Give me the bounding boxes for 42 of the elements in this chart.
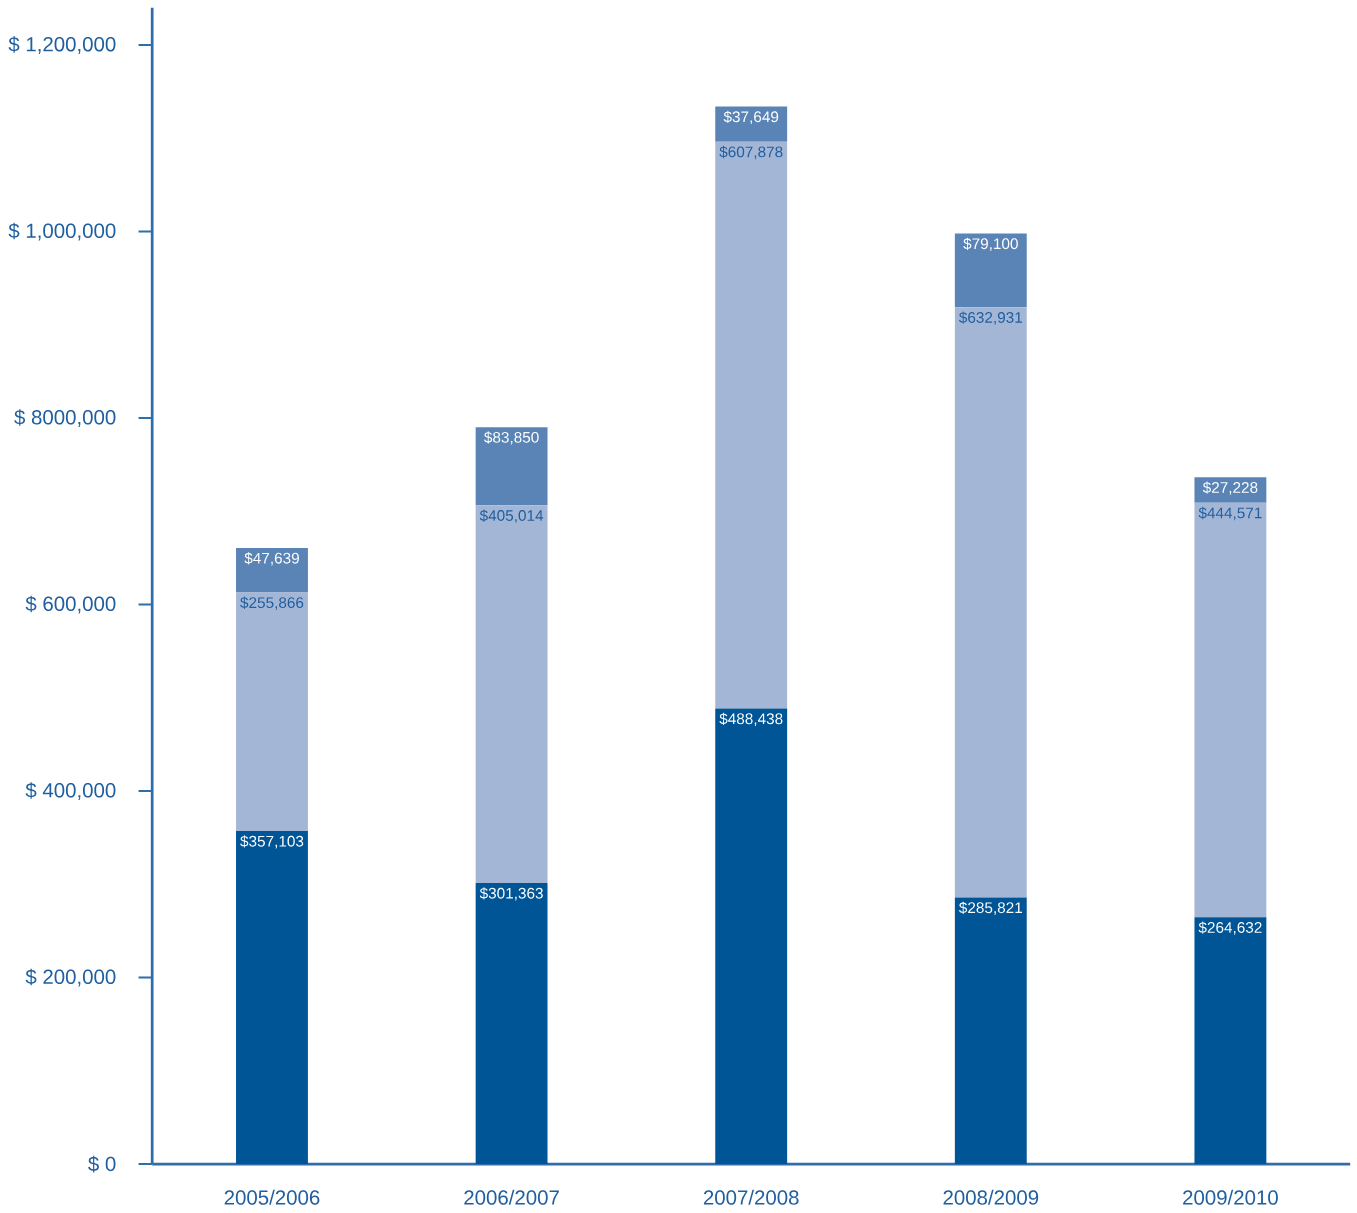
data-label: $632,931 bbox=[958, 311, 1023, 325]
data-label: $264,632 bbox=[1198, 921, 1262, 935]
bar bbox=[236, 831, 308, 1165]
bar bbox=[475, 427, 548, 506]
x-tick-label: 2007/2008 bbox=[703, 1189, 799, 1206]
data-label: $357,103 bbox=[240, 835, 304, 849]
y-tick-label: $ 8000,000 bbox=[14, 409, 116, 428]
x-tick-label: 2005/2006 bbox=[224, 1189, 320, 1206]
bar bbox=[715, 708, 788, 1165]
y-tick-label: $ 200,000 bbox=[25, 968, 116, 987]
data-label: $405,014 bbox=[479, 509, 544, 523]
bar bbox=[236, 592, 308, 832]
x-tick-label: 2006/2007 bbox=[464, 1189, 559, 1206]
y-tick-label: $ 0 bbox=[88, 1156, 116, 1173]
bar bbox=[236, 548, 308, 593]
bar bbox=[475, 505, 548, 884]
data-label: $37,649 bbox=[723, 110, 779, 125]
data-label: $79,100 bbox=[963, 237, 1018, 252]
data-label: $488,438 bbox=[719, 712, 783, 727]
data-label: $444,571 bbox=[1198, 507, 1262, 521]
y-tick-label: $ 1,000,000 bbox=[8, 222, 116, 241]
bar bbox=[954, 307, 1027, 898]
y-tick-label: $ 400,000 bbox=[25, 782, 116, 801]
bar bbox=[1194, 917, 1267, 1165]
bar bbox=[1194, 477, 1267, 503]
data-label: $607,878 bbox=[719, 146, 783, 160]
data-label: $83,850 bbox=[484, 431, 539, 445]
y-tick-label: $ 1,200,000 bbox=[8, 36, 116, 55]
data-label: $301,363 bbox=[479, 887, 543, 901]
x-tick-label: 2008/2009 bbox=[943, 1189, 1039, 1206]
data-label: $47,639 bbox=[244, 552, 299, 566]
data-label: $27,228 bbox=[1202, 481, 1258, 495]
y-tick-label: $ 600,000 bbox=[25, 595, 116, 614]
bar bbox=[475, 883, 548, 1165]
bar bbox=[954, 233, 1027, 308]
data-label: $255,866 bbox=[240, 596, 304, 611]
bar bbox=[715, 141, 788, 709]
bar bbox=[954, 897, 1027, 1165]
x-tick-label: 2009/2010 bbox=[1183, 1189, 1278, 1206]
data-label: $285,821 bbox=[958, 901, 1023, 916]
bar bbox=[1194, 502, 1267, 918]
bar bbox=[715, 106, 788, 142]
